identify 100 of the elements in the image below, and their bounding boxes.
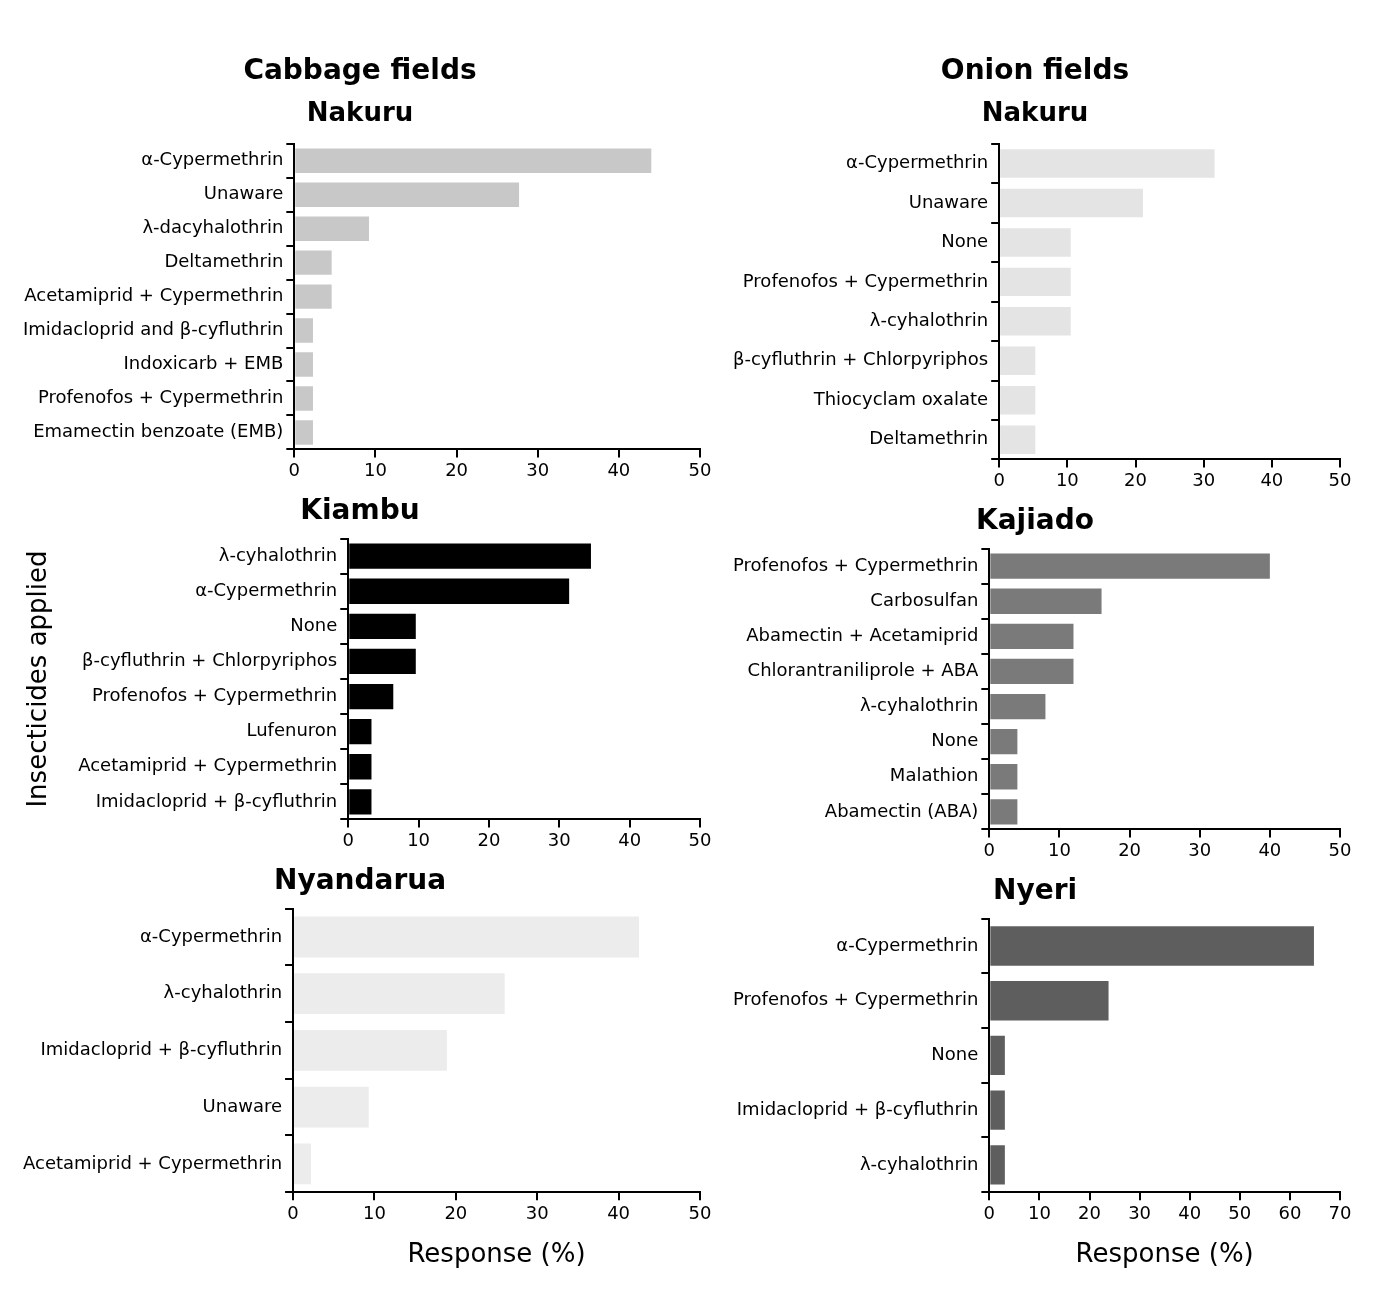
chart-title: Kiambu xyxy=(300,493,420,527)
bar xyxy=(990,926,1314,966)
bar xyxy=(1000,425,1036,454)
bar xyxy=(990,729,1018,755)
x-tick-label: 50 xyxy=(688,828,712,850)
x-tick-label: 20 xyxy=(445,458,469,480)
bar xyxy=(294,1029,447,1071)
y-tick-label: α-Cypermethrin xyxy=(836,933,979,955)
y-tick-label: Abamectin (ABA) xyxy=(824,799,979,821)
y-tick-label: λ-cyhalothrin xyxy=(218,543,338,565)
y-tick-label: None xyxy=(931,1043,979,1065)
x-axis-title: Response (%) xyxy=(407,1238,586,1269)
bar xyxy=(295,284,332,309)
y-tick-label: Unaware xyxy=(908,190,989,212)
chart-title: Nyeri xyxy=(992,873,1078,907)
x-tick-label: 10 xyxy=(407,828,431,850)
x-tick-label: 10 xyxy=(1048,838,1071,860)
y-tick-label: Malathion xyxy=(889,764,979,786)
x-tick-label: 30 xyxy=(547,828,571,850)
y-tick-label: Acetamiprid + Cypermethrin xyxy=(24,284,284,306)
y-tick-label: α-Cypermethrin xyxy=(846,151,989,173)
chart-subtitle: Nakuru xyxy=(306,96,414,127)
x-tick-label: 50 xyxy=(688,458,712,480)
x-tick-label: 0 xyxy=(983,1201,996,1223)
y-tick-label: Carbosulfan xyxy=(870,588,979,610)
y-tick-label: λ-cyhalothrin xyxy=(869,309,989,330)
chart-title: Cabbage fields xyxy=(243,53,477,87)
bar xyxy=(990,588,1102,614)
bar xyxy=(1000,307,1071,336)
y-tick-label: λ-dacyhalothrin xyxy=(142,216,284,238)
x-tick-label: 10 xyxy=(1055,468,1079,490)
x-tick-label: 30 xyxy=(1188,838,1212,860)
x-tick-label: 40 xyxy=(618,828,642,850)
x-tick-label: 40 xyxy=(607,458,631,480)
y-tick-label: λ-cyhalothrin xyxy=(859,1152,979,1174)
y-tick-label: Imidacloprid and β-cyfluthrin xyxy=(23,318,284,340)
x-tick-label: 10 xyxy=(1027,1201,1051,1223)
x-tick-label: 0 xyxy=(288,458,301,480)
bar xyxy=(1000,267,1071,297)
x-tick-label: 10 xyxy=(362,1201,386,1223)
bar xyxy=(295,386,313,411)
bar xyxy=(1000,346,1036,375)
x-tick-label: 30 xyxy=(1128,1201,1152,1223)
x-tick-label: 60 xyxy=(1278,1201,1302,1223)
bar xyxy=(990,1090,1005,1130)
y-tick-label: Unaware xyxy=(203,182,284,204)
chart-title: Kajiado xyxy=(976,503,1094,537)
y-axis-title: Insecticides applied xyxy=(22,550,53,808)
y-tick-label: Profenofos + Cypermethrin xyxy=(732,553,979,575)
x-tick-label: 20 xyxy=(1124,468,1147,490)
bar xyxy=(295,250,332,275)
x-tick-label: 50 xyxy=(1328,468,1352,490)
x-tick-label: 0 xyxy=(342,828,354,850)
bar xyxy=(295,148,652,173)
bar xyxy=(294,1086,369,1128)
y-tick-label: Unaware xyxy=(202,1094,283,1116)
y-tick-label: α-Cypermethrin xyxy=(195,578,338,600)
x-tick-label: 30 xyxy=(525,1201,549,1223)
x-axis-title: Response (%) xyxy=(1075,1238,1254,1269)
y-tick-label: None xyxy=(931,729,979,751)
y-tick-label: λ-cyhalothrin xyxy=(163,981,283,1003)
bar xyxy=(990,1145,1005,1185)
bar xyxy=(295,352,313,377)
y-tick-label: β-cyfluthrin + Chlorpyriphos xyxy=(82,649,338,671)
x-tick-label: 0 xyxy=(993,468,1005,490)
y-tick-label: Lufenuron xyxy=(246,719,338,741)
chart-title: Onion fields xyxy=(940,53,1130,87)
bar xyxy=(294,973,505,1015)
x-tick-label: 40 xyxy=(607,1201,631,1223)
x-tick-label: 10 xyxy=(364,458,387,480)
bar xyxy=(295,318,313,343)
y-tick-label: α-Cypermethrin xyxy=(140,924,283,946)
chart-subtitle: Nakuru xyxy=(981,96,1089,127)
bar xyxy=(295,216,369,241)
y-tick-label: None xyxy=(290,614,338,636)
y-tick-label: Emamectin benzoate (EMB) xyxy=(33,420,284,442)
x-tick-label: 30 xyxy=(1192,468,1216,490)
y-tick-label: Imidacloprid + β-cyfluthrin xyxy=(736,1097,979,1119)
y-tick-label: None xyxy=(941,230,989,252)
bar xyxy=(990,553,1270,579)
y-tick-label: Abamectin + Acetamiprid xyxy=(746,624,979,646)
y-tick-label: Imidacloprid + β-cyfluthrin xyxy=(95,789,338,811)
x-tick-label: 40 xyxy=(1178,1201,1202,1223)
bar xyxy=(294,916,639,958)
y-tick-label: Profenofos + Cypermethrin xyxy=(37,386,284,408)
bar xyxy=(990,1035,1005,1076)
bar xyxy=(295,420,313,445)
bar xyxy=(990,658,1074,685)
x-tick-label: 50 xyxy=(688,1201,712,1223)
x-tick-label: 0 xyxy=(983,838,996,860)
x-tick-label: 20 xyxy=(477,828,501,850)
bar xyxy=(990,693,1046,720)
y-tick-label: Acetamiprid + Cypermethrin xyxy=(78,754,338,776)
bar xyxy=(1000,188,1143,218)
x-tick-label: 70 xyxy=(1328,1201,1352,1223)
chart-title: Nyandarua xyxy=(273,863,447,897)
y-tick-label: Imidacloprid + β-cyfluthrin xyxy=(40,1038,283,1060)
bar xyxy=(294,1143,311,1185)
y-tick-label: β-cyfluthrin + Chlorpyriphos xyxy=(732,348,989,370)
y-tick-label: Profenofos + Cypermethrin xyxy=(732,988,979,1010)
